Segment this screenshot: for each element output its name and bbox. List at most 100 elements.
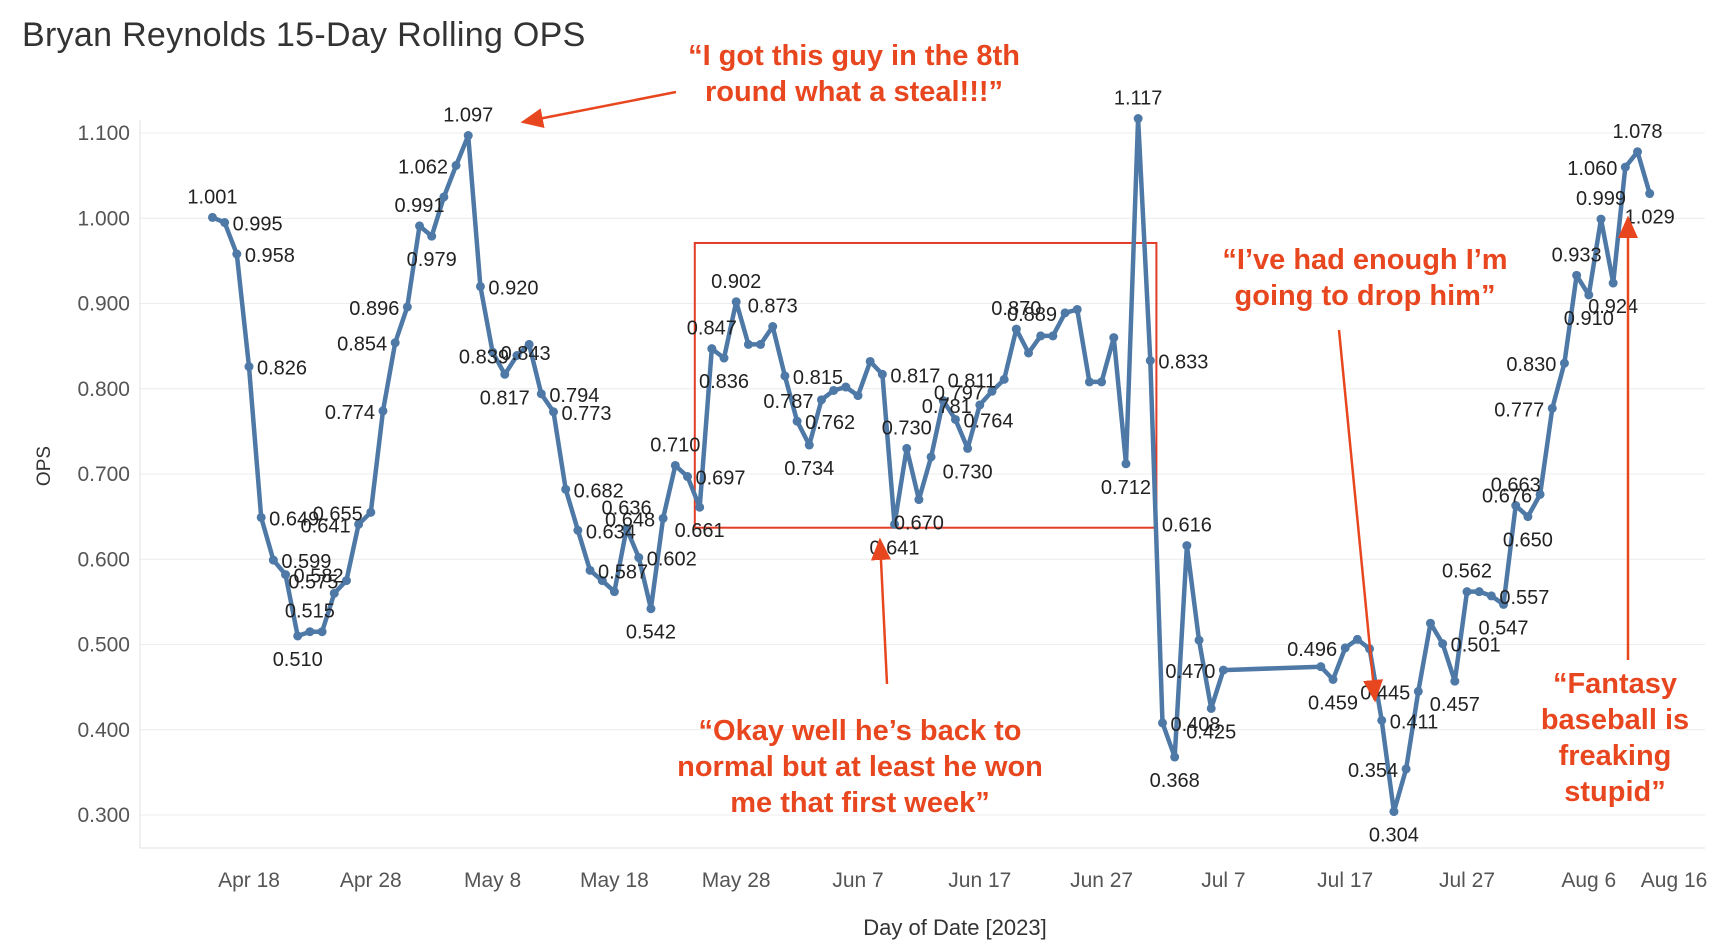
data-point <box>341 576 351 586</box>
data-point <box>999 374 1009 384</box>
data-point <box>731 297 741 307</box>
data-label: 0.854 <box>337 334 387 356</box>
data-point <box>475 281 485 291</box>
data-label: 0.839 <box>459 347 509 369</box>
data-label: 0.697 <box>695 468 745 490</box>
x-tick-label: May 18 <box>580 869 649 892</box>
data-point <box>1572 270 1582 280</box>
ops-series <box>207 114 1655 817</box>
x-axis: Apr 18 Apr 28 May 8 May 18 May 28 Jun 7 Jun 17… <box>218 869 1707 892</box>
data-point <box>768 322 778 332</box>
data-point <box>439 192 449 202</box>
x-tick-label: Jul 7 <box>1201 869 1245 892</box>
data-point <box>926 452 936 462</box>
data-label: 0.836 <box>699 371 749 393</box>
annotation-steal: “I got this guy in the 8th round what a … <box>688 40 1020 108</box>
data-point <box>1036 331 1046 341</box>
series-line <box>210 116 1652 814</box>
data-point <box>950 414 960 424</box>
data-label: 0.542 <box>626 622 676 644</box>
data-point <box>512 351 522 361</box>
data-point <box>561 484 571 494</box>
data-point <box>1462 587 1472 597</box>
data-point <box>1060 308 1070 318</box>
data-point <box>366 507 376 517</box>
data-point <box>573 525 583 535</box>
data-point <box>500 369 510 379</box>
data-point <box>902 443 912 453</box>
data-point <box>281 570 291 580</box>
data-point <box>1084 377 1094 387</box>
data-point <box>609 587 619 597</box>
data-point <box>1145 356 1155 366</box>
data-label: 0.648 <box>605 509 655 531</box>
data-label: 0.663 <box>1491 475 1541 497</box>
y-tick-label: 0.900 <box>77 293 130 316</box>
arrow-back-to-normal <box>870 537 891 685</box>
data-point <box>354 519 364 529</box>
data-label: 0.762 <box>805 412 855 434</box>
data-label: 0.958 <box>245 245 295 267</box>
data-point <box>780 371 790 381</box>
data-label: 0.582 <box>294 566 344 588</box>
data-point <box>536 389 546 399</box>
data-point <box>1024 348 1034 358</box>
data-point <box>756 339 766 349</box>
data-point <box>1170 752 1180 762</box>
data-label: 0.655 <box>313 503 363 525</box>
data-point <box>1499 599 1509 609</box>
data-point <box>1450 676 1460 686</box>
data-point <box>987 386 997 396</box>
data-label: 0.826 <box>257 358 307 380</box>
data-label: 0.501 <box>1451 635 1501 657</box>
y-tick-label: 0.700 <box>77 463 130 486</box>
data-point <box>914 495 924 505</box>
data-point <box>427 231 437 241</box>
data-point <box>719 353 729 363</box>
data-point <box>1401 764 1411 774</box>
data-label: 0.676 <box>1482 485 1532 507</box>
x-tick-label: Apr 28 <box>340 869 402 892</box>
data-label: 0.794 <box>549 385 599 407</box>
data-point <box>865 356 875 366</box>
data-point <box>524 339 534 349</box>
data-point <box>232 249 242 259</box>
data-label: 0.510 <box>273 649 323 671</box>
data-point <box>1182 541 1192 551</box>
data-point <box>317 627 327 637</box>
data-point <box>1097 377 1107 387</box>
data-point <box>597 576 607 586</box>
y-tick-label: 0.800 <box>77 378 130 401</box>
data-label: 0.445 <box>1360 682 1410 704</box>
data-point <box>1547 403 1557 413</box>
data-point <box>816 395 826 405</box>
data-point <box>549 407 558 417</box>
data-label: 0.889 <box>1007 304 1057 326</box>
y-tick-label: 0.300 <box>77 804 130 827</box>
data-label: 0.557 <box>1499 587 1549 609</box>
y-tick-label: 0.400 <box>77 719 130 742</box>
data-point <box>1377 715 1387 725</box>
data-label: 0.933 <box>1552 244 1602 266</box>
data-point <box>695 502 705 512</box>
data-label: 0.896 <box>349 298 399 320</box>
x-tick-label: May 8 <box>464 869 521 892</box>
data-label: 0.634 <box>586 521 636 543</box>
y-tick-label: 1.000 <box>77 207 130 230</box>
data-point <box>488 347 498 357</box>
data-label: 0.649 <box>269 508 319 530</box>
x-tick-label: Jul 27 <box>1439 869 1495 892</box>
data-label: 0.515 <box>285 601 335 623</box>
x-tick-label: Jun 27 <box>1070 869 1133 892</box>
data-point <box>1218 665 1228 675</box>
data-point <box>841 382 851 392</box>
data-label: 0.773 <box>562 403 612 425</box>
data-point <box>378 406 388 416</box>
data-point <box>1474 587 1484 597</box>
data-point <box>1620 162 1630 172</box>
x-axis-label: Day of Date [2023] <box>863 915 1046 940</box>
data-label: 0.587 <box>598 561 648 583</box>
data-point <box>975 400 985 410</box>
data-label: 0.408 <box>1171 714 1221 736</box>
data-point <box>1511 501 1521 511</box>
